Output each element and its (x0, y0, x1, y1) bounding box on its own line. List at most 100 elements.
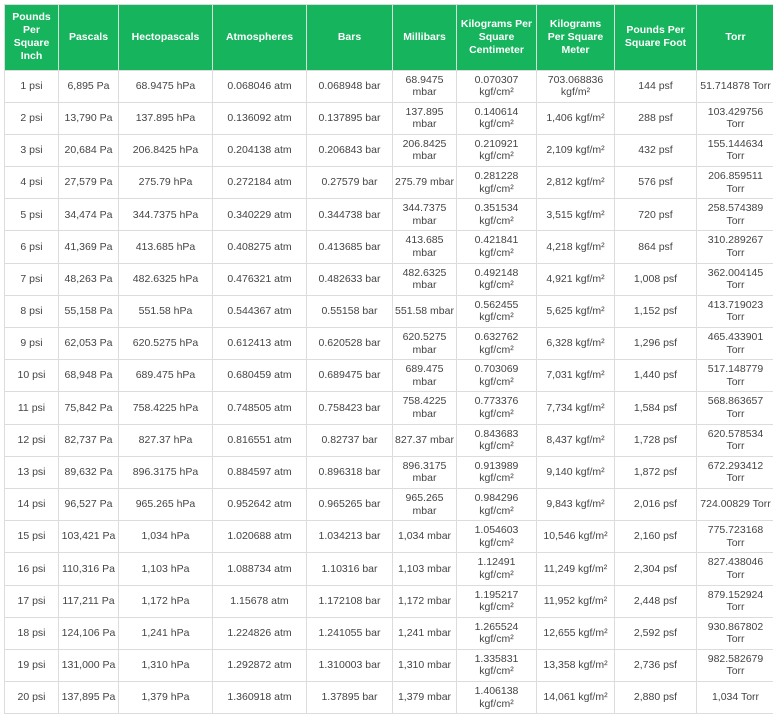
cell-10-6: 0.773376 kgf/cm² (457, 392, 537, 424)
cell-4-8: 720 psf (615, 199, 697, 231)
cell-13-4: 0.965265 bar (307, 488, 393, 520)
cell-9-7: 7,031 kgf/m² (537, 360, 615, 392)
cell-15-8: 2,304 psf (615, 553, 697, 585)
table-row: 16 psi110,316 Pa1,103 hPa1.088734 atm1.1… (5, 553, 773, 585)
cell-15-6: 1.12491 kgf/cm² (457, 553, 537, 585)
cell-19-3: 1.360918 atm (213, 682, 307, 714)
cell-9-2: 689.475 hPa (119, 360, 213, 392)
cell-3-5: 275.79 mbar (393, 167, 457, 199)
cell-15-1: 110,316 Pa (59, 553, 119, 585)
cell-8-9: 465.433901 Torr (697, 328, 773, 360)
table-row: 9 psi62,053 Pa620.5275 hPa0.612413 atm0.… (5, 328, 773, 360)
cell-6-2: 482.6325 hPa (119, 263, 213, 295)
cell-9-9: 517.148779 Torr (697, 360, 773, 392)
col-header-7: Kilograms Per Square Meter (537, 5, 615, 71)
cell-15-5: 1,103 mbar (393, 553, 457, 585)
cell-3-1: 27,579 Pa (59, 167, 119, 199)
cell-1-7: 1,406 kgf/m² (537, 102, 615, 134)
cell-0-9: 51.714878 Torr (697, 70, 773, 102)
table-row: 7 psi48,263 Pa482.6325 hPa0.476321 atm0.… (5, 263, 773, 295)
cell-18-4: 1.310003 bar (307, 649, 393, 681)
cell-10-9: 568.863657 Torr (697, 392, 773, 424)
table-row: 4 psi27,579 Pa275.79 hPa0.272184 atm0.27… (5, 167, 773, 199)
pressure-conversion-table: Pounds Per Square InchPascalsHectopascal… (4, 4, 773, 714)
cell-18-0: 19 psi (5, 649, 59, 681)
cell-12-3: 0.884597 atm (213, 456, 307, 488)
col-header-4: Bars (307, 5, 393, 71)
cell-14-2: 1,034 hPa (119, 521, 213, 553)
cell-11-7: 8,437 kgf/m² (537, 424, 615, 456)
cell-3-2: 275.79 hPa (119, 167, 213, 199)
cell-18-8: 2,736 psf (615, 649, 697, 681)
cell-5-4: 0.413685 bar (307, 231, 393, 263)
table-row: 13 psi89,632 Pa896.3175 hPa0.884597 atm0… (5, 456, 773, 488)
cell-13-9: 724.00829 Torr (697, 488, 773, 520)
cell-15-7: 11,249 kgf/m² (537, 553, 615, 585)
table-row: 3 psi20,684 Pa206.8425 hPa0.204138 atm0.… (5, 134, 773, 166)
cell-1-1: 13,790 Pa (59, 102, 119, 134)
cell-16-4: 1.172108 bar (307, 585, 393, 617)
cell-5-8: 864 psf (615, 231, 697, 263)
cell-8-1: 62,053 Pa (59, 328, 119, 360)
cell-10-4: 0.758423 bar (307, 392, 393, 424)
col-header-5: Millibars (393, 5, 457, 71)
cell-3-6: 0.281228 kgf/cm² (457, 167, 537, 199)
cell-13-6: 0.984296 kgf/cm² (457, 488, 537, 520)
cell-3-9: 206.859511 Torr (697, 167, 773, 199)
cell-7-4: 0.55158 bar (307, 295, 393, 327)
cell-10-2: 758.4225 hPa (119, 392, 213, 424)
cell-12-2: 896.3175 hPa (119, 456, 213, 488)
cell-15-0: 16 psi (5, 553, 59, 585)
cell-5-1: 41,369 Pa (59, 231, 119, 263)
cell-10-0: 11 psi (5, 392, 59, 424)
table-row: 11 psi75,842 Pa758.4225 hPa0.748505 atm0… (5, 392, 773, 424)
cell-6-1: 48,263 Pa (59, 263, 119, 295)
cell-2-7: 2,109 kgf/m² (537, 134, 615, 166)
col-header-2: Hectopascals (119, 5, 213, 71)
cell-10-8: 1,584 psf (615, 392, 697, 424)
cell-1-9: 103.429756 Torr (697, 102, 773, 134)
cell-7-8: 1,152 psf (615, 295, 697, 327)
cell-17-3: 1.224826 atm (213, 617, 307, 649)
cell-17-5: 1,241 mbar (393, 617, 457, 649)
cell-13-0: 14 psi (5, 488, 59, 520)
cell-2-6: 0.210921 kgf/cm² (457, 134, 537, 166)
cell-8-7: 6,328 kgf/m² (537, 328, 615, 360)
cell-9-3: 0.680459 atm (213, 360, 307, 392)
cell-16-0: 17 psi (5, 585, 59, 617)
cell-4-6: 0.351534 kgf/cm² (457, 199, 537, 231)
table-body: 1 psi6,895 Pa68.9475 hPa0.068046 atm0.06… (5, 70, 773, 714)
cell-11-9: 620.578534 Torr (697, 424, 773, 456)
cell-19-4: 1.37895 bar (307, 682, 393, 714)
col-header-8: Pounds Per Square Foot (615, 5, 697, 71)
col-header-6: Kilograms Per Square Centimeter (457, 5, 537, 71)
cell-6-0: 7 psi (5, 263, 59, 295)
cell-13-1: 96,527 Pa (59, 488, 119, 520)
cell-7-0: 8 psi (5, 295, 59, 327)
cell-16-7: 11,952 kgf/m² (537, 585, 615, 617)
cell-15-2: 1,103 hPa (119, 553, 213, 585)
table-row: 6 psi41,369 Pa413.685 hPa0.408275 atm0.4… (5, 231, 773, 263)
cell-0-0: 1 psi (5, 70, 59, 102)
cell-5-6: 0.421841 kgf/cm² (457, 231, 537, 263)
cell-11-1: 82,737 Pa (59, 424, 119, 456)
col-header-9: Torr (697, 5, 773, 71)
cell-2-2: 206.8425 hPa (119, 134, 213, 166)
cell-1-5: 137.895 mbar (393, 102, 457, 134)
cell-5-3: 0.408275 atm (213, 231, 307, 263)
cell-0-1: 6,895 Pa (59, 70, 119, 102)
cell-17-4: 1.241055 bar (307, 617, 393, 649)
cell-16-1: 117,211 Pa (59, 585, 119, 617)
table-row: 15 psi103,421 Pa1,034 hPa1.020688 atm1.0… (5, 521, 773, 553)
cell-0-8: 144 psf (615, 70, 697, 102)
table-row: 20 psi137,895 Pa1,379 hPa1.360918 atm1.3… (5, 682, 773, 714)
cell-11-0: 12 psi (5, 424, 59, 456)
cell-15-4: 1.10316 bar (307, 553, 393, 585)
cell-19-2: 1,379 hPa (119, 682, 213, 714)
cell-6-9: 362.004145 Torr (697, 263, 773, 295)
cell-12-0: 13 psi (5, 456, 59, 488)
cell-8-0: 9 psi (5, 328, 59, 360)
cell-2-0: 3 psi (5, 134, 59, 166)
cell-9-5: 689.475 mbar (393, 360, 457, 392)
cell-11-5: 827.37 mbar (393, 424, 457, 456)
